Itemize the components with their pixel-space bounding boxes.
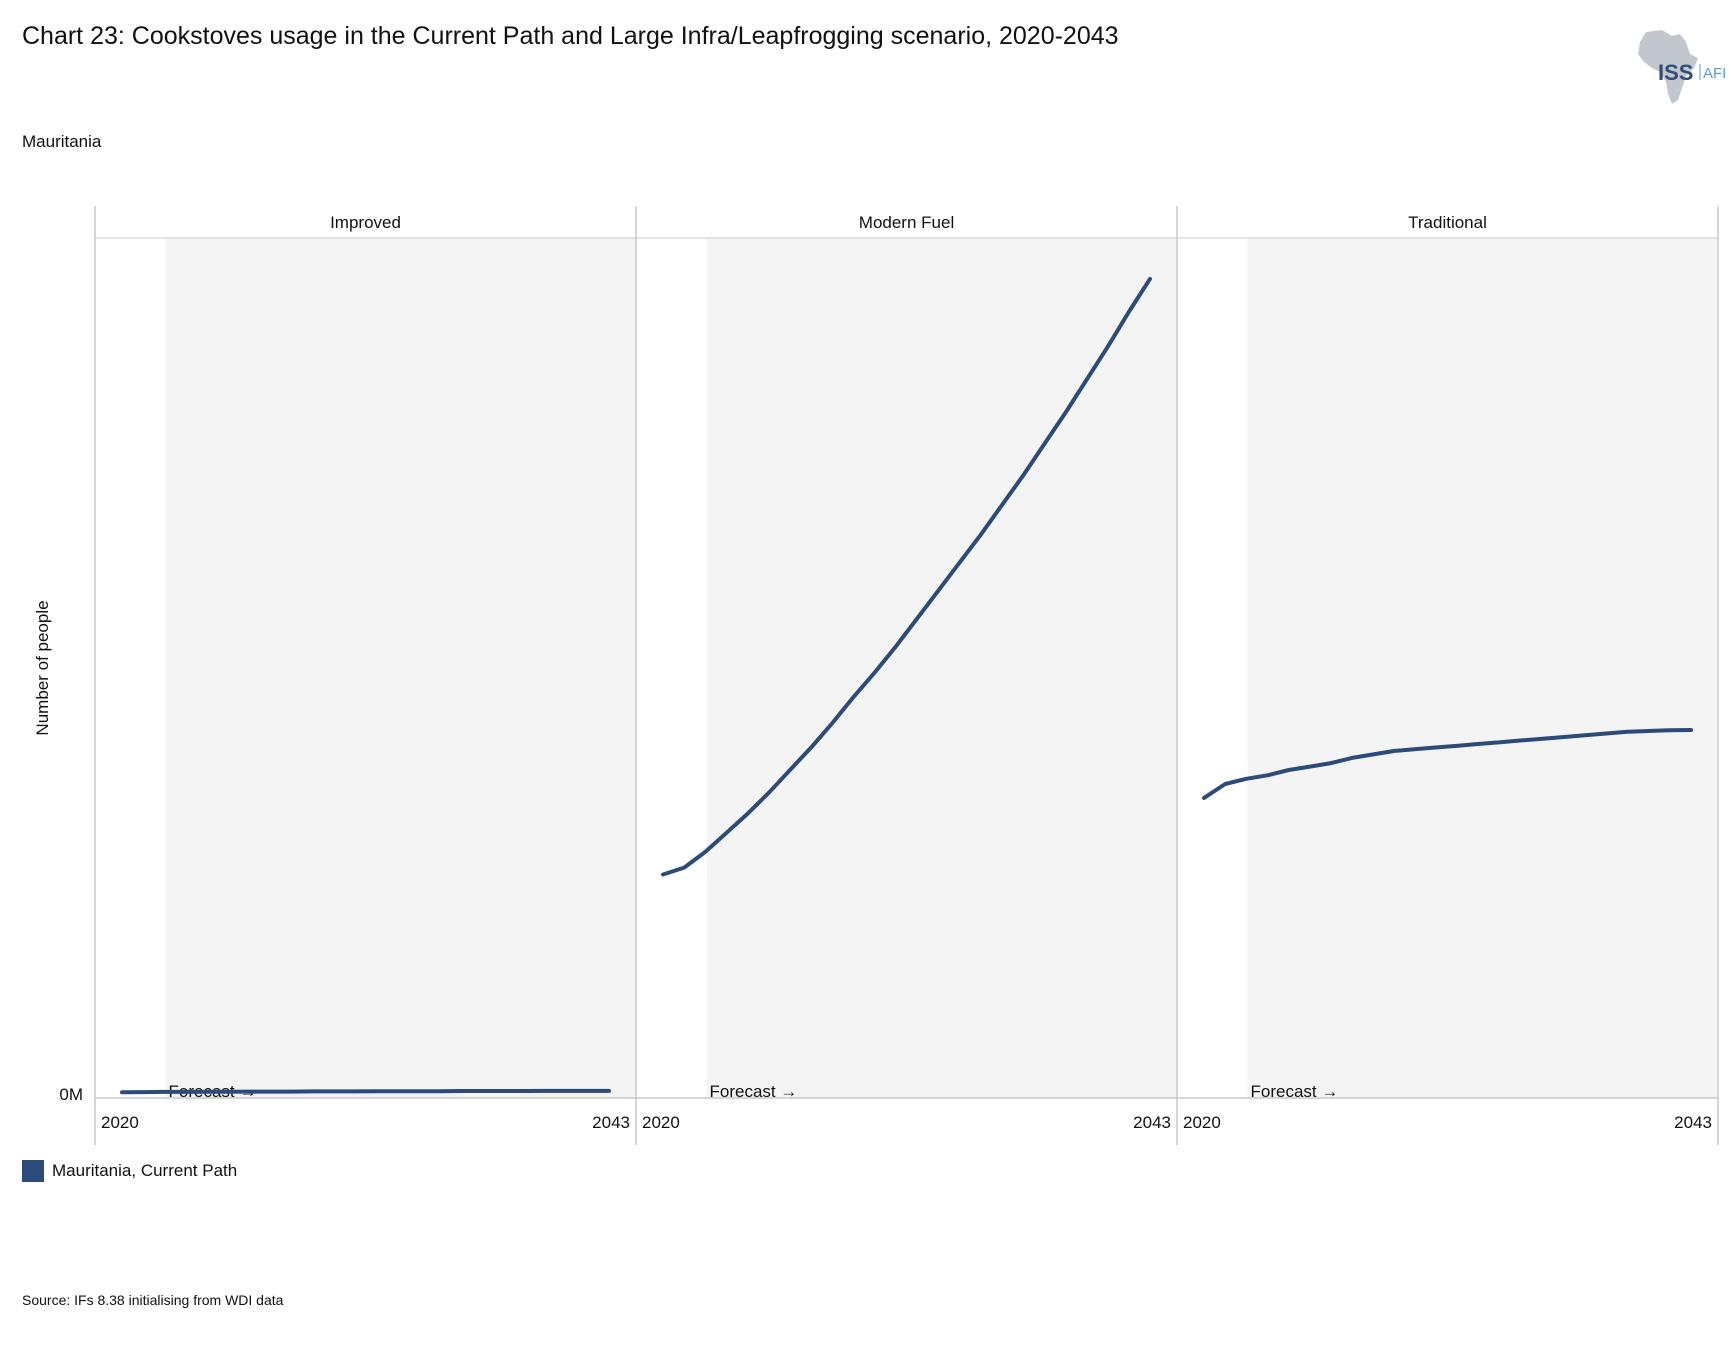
forecast-band [165, 238, 637, 1098]
legend-swatch [22, 1160, 44, 1182]
forecast-label: Forecast → [1251, 1082, 1339, 1101]
y-tick-label: 0M [59, 1085, 83, 1104]
panel-traditional: Traditional Forecast → 2020 2043 [1176, 206, 1719, 1145]
x-tick-label-end: 2043 [1133, 1113, 1171, 1132]
series-line-modern-fuel [661, 276, 1152, 877]
source-note: Source: IFs 8.38 initialising from WDI d… [22, 1292, 284, 1308]
series-line-improved [120, 1088, 611, 1095]
panel-header: Modern Fuel [859, 213, 954, 232]
x-tick-label-start: 2020 [642, 1113, 680, 1132]
panel-header: Traditional [1408, 213, 1487, 232]
x-tick-label-start: 2020 [101, 1113, 139, 1132]
y-axis-label: Number of people [33, 600, 52, 735]
series-line-traditional [1202, 728, 1693, 800]
x-tick-label-end: 2043 [1674, 1113, 1712, 1132]
iss-afi-logo: ISS AFI [1628, 28, 1728, 106]
logo-text-side: AFI [1703, 65, 1726, 82]
chart-title: Chart 23: Cookstoves usage in the Curren… [22, 22, 1119, 50]
logo-text-main: ISS [1658, 60, 1693, 85]
panel-modern-fuel: Modern Fuel Forecast → 2020 2043 [635, 206, 1177, 1145]
x-tick-label-end: 2043 [592, 1113, 630, 1132]
africa-map-icon: ISS AFI [1638, 30, 1726, 104]
x-tick-label-start: 2020 [1183, 1113, 1221, 1132]
legend: Mauritania, Current Path [22, 1160, 237, 1182]
legend-label: Mauritania, Current Path [52, 1161, 238, 1180]
chart-subtitle: Mauritania [22, 132, 102, 151]
panel-header: Improved [330, 213, 401, 232]
forecast-band [1247, 238, 1718, 1098]
forecast-band [706, 238, 1177, 1098]
forecast-label: Forecast → [710, 1082, 798, 1101]
